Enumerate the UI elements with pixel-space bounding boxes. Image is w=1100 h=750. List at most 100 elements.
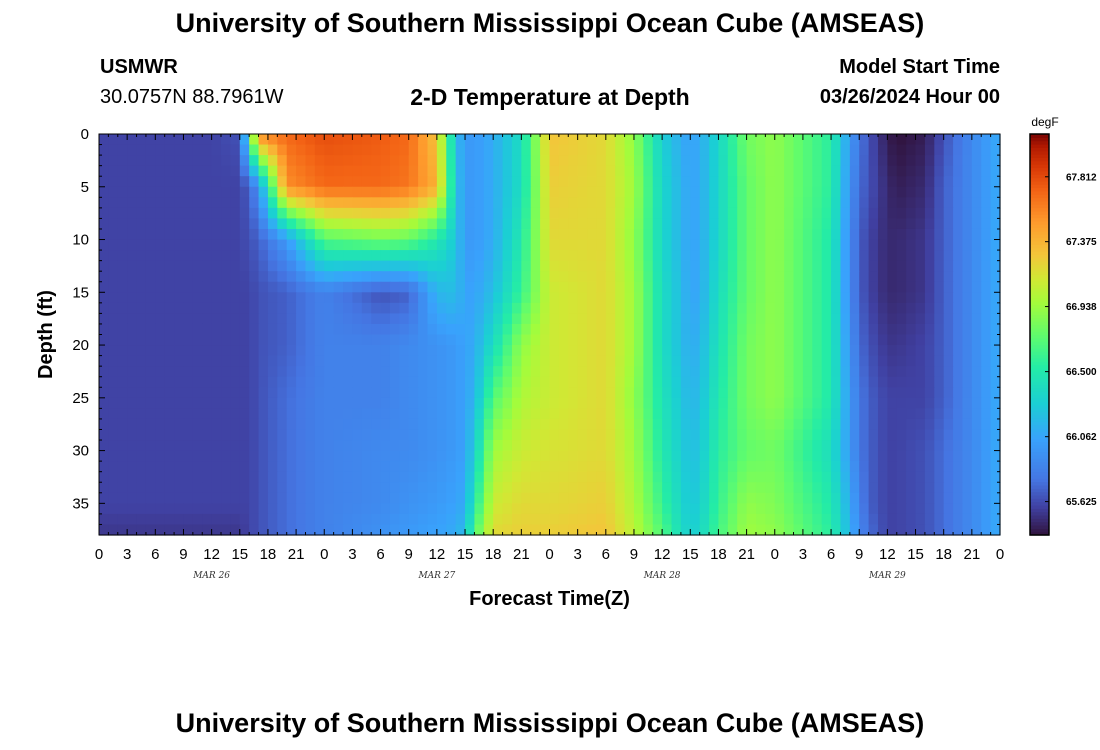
heatmap-cell <box>474 323 485 336</box>
heatmap-cell <box>436 239 447 251</box>
heatmap-cell <box>671 429 682 441</box>
heatmap-cell <box>483 397 494 409</box>
heatmap-cell <box>427 450 438 462</box>
heatmap-cell <box>202 418 213 431</box>
heatmap-cell <box>221 482 231 494</box>
heatmap-cell <box>305 418 316 431</box>
heatmap-cell <box>727 228 738 241</box>
heatmap-cell <box>587 387 598 399</box>
heatmap-cell <box>333 366 344 378</box>
heatmap-cell <box>633 355 644 367</box>
heatmap-cell <box>192 440 203 452</box>
heatmap-cell <box>568 366 579 378</box>
heatmap-cell <box>511 429 522 441</box>
heatmap-cell <box>971 450 982 462</box>
heatmap-cell <box>540 218 551 230</box>
heatmap-cell <box>662 461 673 473</box>
x-tick-label: 18 <box>485 546 502 563</box>
heatmap-cell <box>202 134 213 146</box>
heatmap-cell <box>296 260 307 272</box>
heatmap-cell <box>314 492 325 504</box>
heatmap-cell <box>408 376 419 388</box>
heatmap-cell <box>981 313 992 325</box>
heatmap-cell <box>962 323 973 336</box>
heatmap-cell <box>436 271 447 283</box>
heatmap-cell <box>192 429 203 441</box>
heatmap-cell <box>239 524 250 536</box>
heatmap-cell <box>793 313 804 325</box>
heatmap-cell <box>953 239 964 251</box>
colorbar-segment <box>1030 411 1049 416</box>
heatmap-cell <box>361 165 372 177</box>
heatmap-cell <box>887 429 898 441</box>
heatmap-cell <box>474 302 485 314</box>
heatmap-cell <box>511 524 522 536</box>
heatmap-cell <box>164 197 175 209</box>
heatmap-cell <box>521 302 532 314</box>
heatmap-cell <box>755 345 766 357</box>
heatmap-cell <box>493 239 504 251</box>
heatmap-cell <box>859 429 870 441</box>
heatmap-cell <box>418 366 429 378</box>
heatmap-cell <box>971 271 982 283</box>
heatmap-cell <box>577 355 588 367</box>
colorbar-segment <box>1030 281 1049 285</box>
heatmap-cell <box>737 492 748 504</box>
heatmap-cell <box>671 250 682 262</box>
heatmap-cell <box>99 503 109 515</box>
heatmap-cell <box>239 281 250 293</box>
heatmap-cell <box>549 440 560 452</box>
heatmap-cell <box>540 197 551 209</box>
heatmap-cell <box>568 418 579 431</box>
heatmap-cell <box>624 239 635 251</box>
heatmap-cell <box>324 144 335 156</box>
heatmap-cell <box>333 207 344 220</box>
heatmap-cell <box>549 429 560 441</box>
heatmap-cell <box>474 218 485 230</box>
heatmap-cell <box>174 250 185 262</box>
heatmap-cell <box>633 492 644 504</box>
heatmap-cell <box>596 313 607 325</box>
heatmap-cell <box>896 134 907 146</box>
heatmap-cell <box>380 155 391 167</box>
heatmap-cell <box>324 387 335 399</box>
heatmap-cell <box>568 387 579 399</box>
heatmap-cell <box>164 471 175 483</box>
heatmap-cell <box>174 418 185 431</box>
heatmap-cell <box>155 418 166 431</box>
heatmap-cell <box>324 302 335 314</box>
page-title: University of Southern Mississippi Ocean… <box>175 8 925 38</box>
heatmap-cell <box>455 134 466 146</box>
heatmap-cell <box>859 186 870 198</box>
heatmap-cell <box>981 144 992 156</box>
heatmap-cell <box>211 155 222 167</box>
heatmap-cell <box>427 207 438 220</box>
heatmap-cell <box>352 408 363 420</box>
heatmap-cell <box>267 271 278 283</box>
heatmap-cell <box>765 302 776 314</box>
heatmap-cell <box>211 418 222 431</box>
heatmap-cell <box>230 408 241 420</box>
heatmap-cell <box>540 313 551 325</box>
heatmap-cell <box>624 207 635 220</box>
heatmap-cell <box>474 292 485 304</box>
heatmap-cell <box>718 207 729 220</box>
heatmap-cell <box>802 397 813 409</box>
heatmap-cell <box>859 144 870 156</box>
heatmap-cell <box>230 239 241 251</box>
colorbar-segment <box>1030 174 1049 179</box>
heatmap-cell <box>136 165 147 177</box>
heatmap-cell <box>511 176 522 188</box>
heatmap-cell <box>680 165 691 177</box>
heatmap-cell <box>915 355 926 367</box>
heatmap-cell <box>877 207 888 220</box>
heatmap-cell <box>108 239 119 251</box>
heatmap-cell <box>633 302 644 314</box>
heatmap-cell <box>474 429 485 441</box>
heatmap-cell <box>117 144 128 156</box>
heatmap-cell <box>596 155 607 167</box>
heatmap-cell <box>117 513 128 526</box>
heatmap-cell <box>446 313 457 325</box>
heatmap-cell <box>192 366 203 378</box>
heatmap-cell <box>821 250 832 262</box>
